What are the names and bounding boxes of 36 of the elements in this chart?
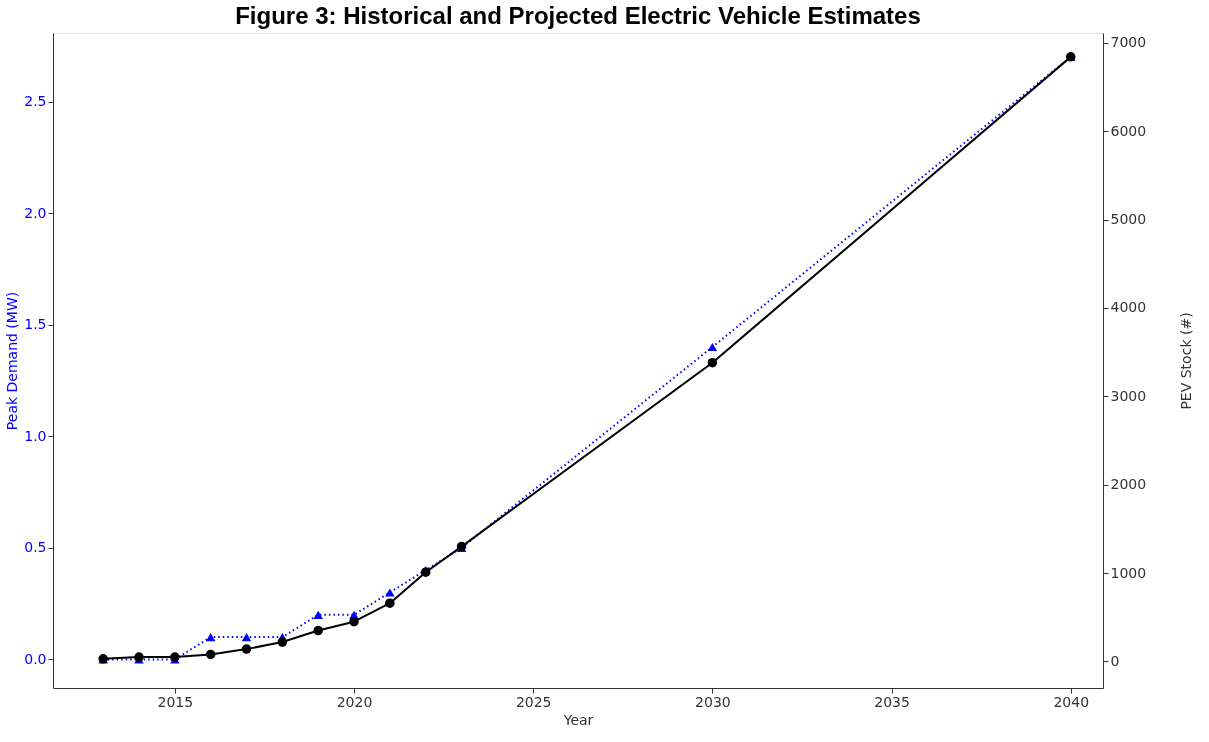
point	[385, 588, 395, 597]
y2-tick-label: 5000	[1110, 211, 1147, 228]
y2-tick-label: 0	[1110, 652, 1120, 669]
y-tick-label: 1.5	[24, 316, 47, 333]
x-tick-label: 2030	[695, 693, 731, 710]
y-axis-title: Peak Demand (MW)	[4, 291, 21, 431]
point	[313, 610, 323, 619]
point	[241, 633, 252, 642]
y2-tick-label: 3000	[1110, 387, 1147, 404]
y2-axis-title: PEV Stock (#)	[1178, 312, 1195, 410]
point	[707, 342, 718, 352]
y2-tick-label: 2000	[1110, 476, 1147, 493]
y-tick-label: 0.0	[24, 650, 47, 667]
point	[313, 625, 323, 636]
x-tick-label: 2025	[515, 693, 552, 710]
y-tick-label: 0.5	[24, 539, 47, 556]
point	[241, 644, 252, 654]
x-tick-label: 2035	[874, 693, 910, 710]
x-tick-label: 2015	[157, 693, 194, 710]
point	[707, 357, 718, 368]
point	[385, 598, 395, 608]
y-tick-label: 2.5	[24, 93, 47, 110]
x-axis-title: Year	[562, 711, 594, 728]
y2-tick-label: 4000	[1110, 299, 1147, 316]
x-tick-label: 2040	[1053, 693, 1090, 710]
y-tick-label: 2.0	[24, 204, 47, 221]
x-tick-label: 2020	[336, 693, 373, 710]
y2-tick-label: 1000	[1110, 564, 1147, 581]
point	[205, 633, 216, 642]
chart-title: Figure 3: Historical and Projected Electric Vehicle Estimates	[235, 2, 921, 29]
point	[205, 649, 216, 660]
y-tick-label: 1.0	[24, 427, 47, 444]
point	[349, 616, 359, 627]
y2-tick-label: 7000	[1110, 34, 1147, 51]
y2-tick-label: 6000	[1110, 122, 1147, 139]
point	[277, 637, 288, 647]
